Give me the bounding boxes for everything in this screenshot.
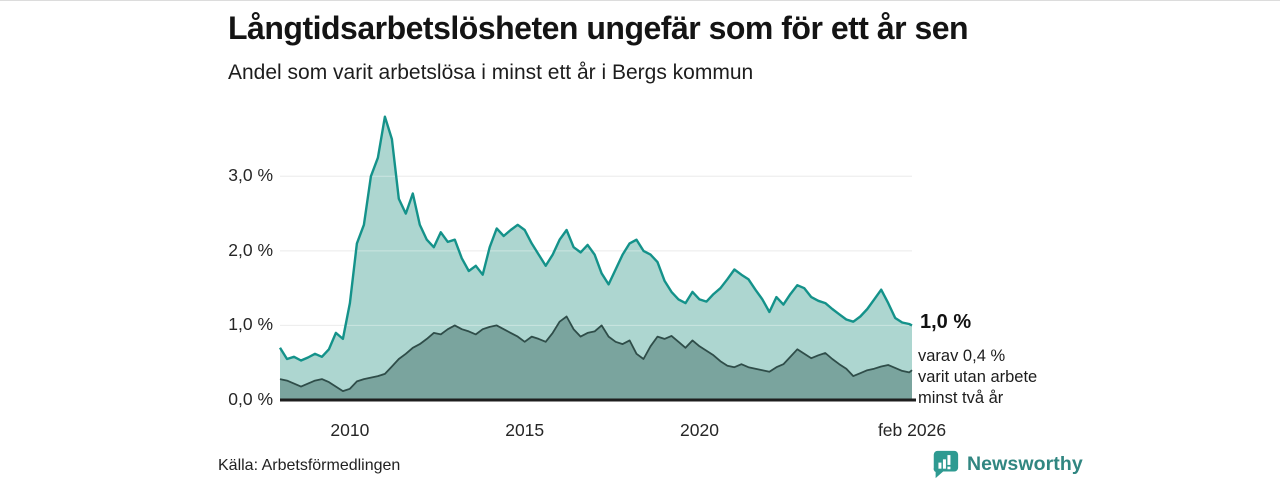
logo-excl-bar [947, 455, 951, 465]
x-axis-tick-label: 2020 [680, 420, 719, 440]
logo-excl-dot [947, 466, 951, 470]
x-axis-tick-label: 2015 [505, 420, 545, 440]
x-axis-tick-label: feb 2026 [877, 420, 947, 440]
page-title: Långtidsarbetslösheten ungefär som för e… [228, 10, 969, 46]
two-year-annotation: varav 0,4 % varit utan arbete minst två … [918, 346, 1037, 409]
y-axis-tick-label: 0,0 % [228, 389, 273, 409]
source-text: Källa: Arbetsförmedlingen [218, 457, 401, 474]
x-axis-baseline [280, 398, 916, 402]
annotation-line-2: varit utan arbete [918, 368, 1038, 386]
latest-value-annotation: 1,0 % [920, 311, 972, 333]
x-axis-tick-label: 2010 [330, 420, 370, 440]
y-axis-tick-label: 2,0 % [228, 239, 273, 260]
y-axis-tick-label: 3,0 % [228, 165, 273, 186]
two-year-line [279, 315, 913, 392]
newsworthy-logo: Newsworthy [930, 449, 1083, 479]
total-line [278, 115, 913, 362]
figure-subtitle: Andel som varit arbetslösa i minst ett å… [228, 61, 754, 84]
annotation-line-3: minst två år [918, 389, 1004, 407]
annotation-line-1: varav 0,4 % [918, 347, 1006, 365]
y-axis-tick-label: 1,0 % [228, 314, 273, 335]
logo-bar-1 [938, 462, 942, 469]
newsworthy-wordmark: Newsworthy [967, 452, 1083, 475]
newsworthy-logo-icon [933, 450, 959, 479]
two-year-area [280, 316, 912, 400]
logo-bar-2 [942, 459, 946, 469]
